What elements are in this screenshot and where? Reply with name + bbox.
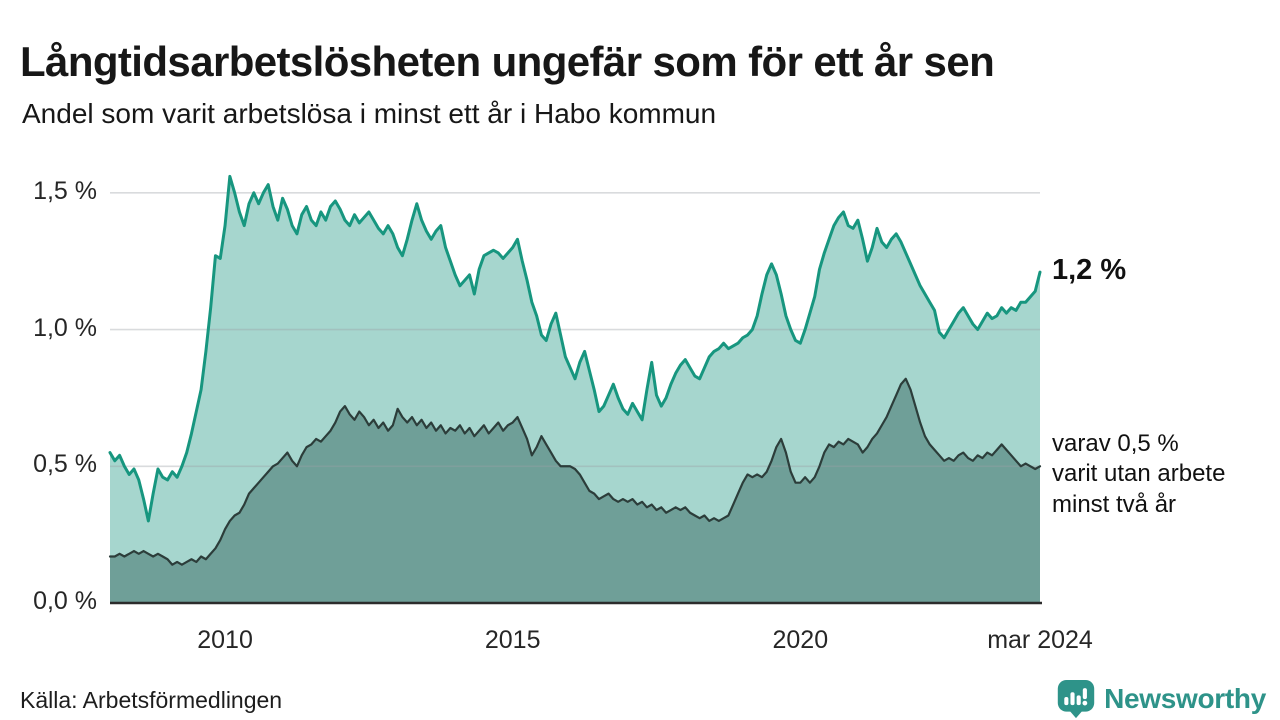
annotation-line: varav 0,5 % [1052,430,1179,457]
newsworthy-logo: Newsworthy [1057,678,1266,720]
y-axis-tick-label: 1,0 % [33,313,97,342]
y-axis-tick-label: 0,0 % [33,587,97,615]
y-axis-tick-label: 1,5 % [33,176,97,205]
y-axis-tick-label: 0,5 % [33,450,97,479]
x-axis-tick-label: 2010 [197,626,253,654]
x-axis-tick-label: 2020 [772,626,829,654]
area-chart: 1,5 % 1,0 % 0,5 % 0,0 % 2010 2015 2020 m… [0,160,1280,670]
series1-end-value-label: 1,2 % [1052,254,1127,286]
newsworthy-wordmark: Newsworthy [1104,683,1266,714]
chart-subtitle: Andel som varit arbetslösa i minst ett å… [22,98,717,129]
annotation-line: minst två år [1052,490,1177,518]
page-title: Långtidsarbetslösheten ungefär som för e… [20,38,995,86]
annotation-line: varit utan arbete [1052,460,1226,488]
plot-svg [108,174,1042,605]
x-axis-tick-label: 2015 [484,626,541,654]
newsworthy-icon [1057,680,1095,719]
series2-end-annotation: varav 0,5 % varit utan arbete minst två … [1052,429,1225,520]
source-note: Källa: Arbetsförmedlingen [20,687,283,713]
x-axis-tick-label: mar 2024 [987,626,1093,654]
